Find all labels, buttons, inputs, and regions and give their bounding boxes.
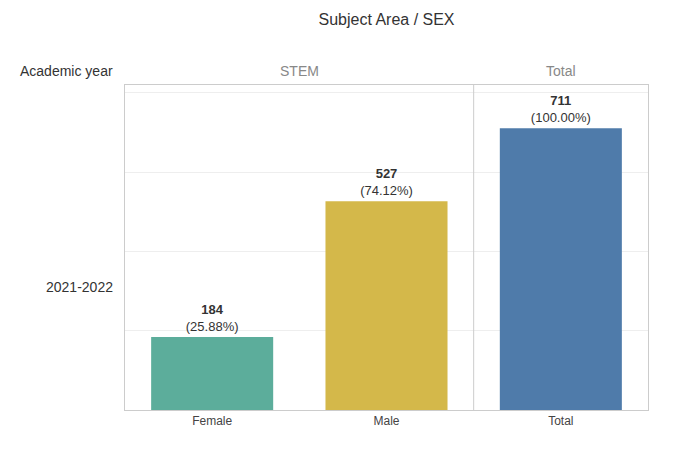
svg-text:Subject Area / SEX: Subject Area / SEX — [318, 11, 454, 28]
svg-text:Academic year: Academic year — [20, 63, 113, 79]
svg-text:184(25.88%): 184(25.88%) — [186, 302, 239, 334]
svg-text:Total: Total — [546, 63, 576, 79]
svg-text:2021-2022: 2021-2022 — [46, 279, 113, 295]
svg-text:527(74.12%): 527(74.12%) — [360, 166, 413, 198]
svg-text:711(100.00%): 711(100.00%) — [531, 93, 591, 125]
svg-text:Total: Total — [548, 414, 573, 428]
svg-text:Female: Female — [192, 414, 232, 428]
svg-text:STEM: STEM — [280, 63, 319, 79]
svg-text:Male: Male — [373, 414, 399, 428]
